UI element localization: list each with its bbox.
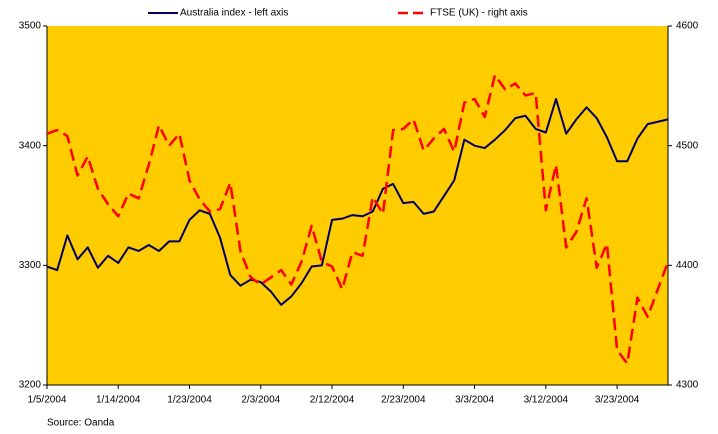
x-tick-label: 3/12/2004: [524, 395, 569, 406]
y-tick-label: 3500: [19, 21, 42, 32]
legend-label: FTSE (UK) - right axis: [430, 8, 528, 19]
x-tick-label: 2/23/2004: [381, 395, 426, 406]
x-tick-label: 3/3/2004: [455, 395, 494, 406]
x-tick-label: 1/23/2004: [167, 395, 212, 406]
ftse-line: [46, 73, 670, 365]
x-tick-label: 3/23/2004: [595, 395, 640, 406]
x-tick-label: 1/5/2004: [28, 395, 67, 406]
x-tick-label: 2/3/2004: [241, 395, 280, 406]
source-note: Source: Oanda: [47, 418, 115, 429]
y-tick-label: 3300: [19, 260, 42, 271]
y2-tick-label: 4500: [676, 140, 699, 151]
legend-label: Australia index - left axis: [180, 8, 288, 19]
y-tick-label: 3400: [19, 140, 42, 151]
y-tick-label: 3200: [19, 380, 42, 391]
australia-line: [46, 98, 669, 306]
x-tick-label: 2/12/2004: [310, 395, 355, 406]
y2-tick-label: 4400: [676, 260, 699, 271]
y2-tick-label: 4600: [676, 21, 699, 32]
plot-area: [47, 26, 668, 385]
x-tick-label: 1/14/2004: [96, 395, 141, 406]
y2-tick-label: 4300: [676, 380, 699, 391]
